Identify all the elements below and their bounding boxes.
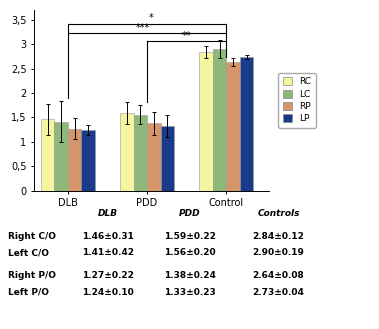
Bar <box>133 114 147 191</box>
Text: Right C/O: Right C/O <box>8 232 56 241</box>
Text: 1.24±0.10: 1.24±0.10 <box>82 288 134 297</box>
Bar <box>240 57 253 191</box>
Text: 1.59±0.22: 1.59±0.22 <box>164 232 215 241</box>
Bar <box>226 62 240 191</box>
Bar <box>161 126 174 191</box>
Bar <box>213 49 226 191</box>
Bar <box>120 113 133 191</box>
Text: ***: *** <box>135 23 150 33</box>
Text: 2.64±0.08: 2.64±0.08 <box>253 271 304 280</box>
Bar <box>147 123 161 191</box>
Text: 1.46±0.31: 1.46±0.31 <box>82 232 134 241</box>
Legend: RC, LC, RP, LP: RC, LC, RP, LP <box>278 73 316 128</box>
Bar <box>54 122 68 191</box>
Text: Left C/O: Left C/O <box>8 248 49 257</box>
Text: Left P/O: Left P/O <box>8 288 49 297</box>
Text: 1.27±0.22: 1.27±0.22 <box>82 271 134 280</box>
Text: 1.41±0.42: 1.41±0.42 <box>82 248 134 257</box>
Bar <box>41 119 54 191</box>
Text: 2.84±0.12: 2.84±0.12 <box>253 232 304 241</box>
Bar <box>68 129 81 191</box>
Text: 1.33±0.23: 1.33±0.23 <box>164 288 215 297</box>
Text: DLB: DLB <box>98 209 118 218</box>
Text: Right P/O: Right P/O <box>8 271 56 280</box>
Text: 1.56±0.20: 1.56±0.20 <box>164 248 215 257</box>
Text: 2.90±0.19: 2.90±0.19 <box>253 248 304 257</box>
Bar <box>199 52 213 191</box>
Text: *: * <box>149 13 154 23</box>
Text: Controls: Controls <box>257 209 300 218</box>
Text: 2.73±0.04: 2.73±0.04 <box>253 288 304 297</box>
Bar <box>81 130 95 191</box>
Text: **: ** <box>182 31 191 41</box>
Text: 1.38±0.24: 1.38±0.24 <box>164 271 215 280</box>
Text: PDD: PDD <box>179 209 200 218</box>
